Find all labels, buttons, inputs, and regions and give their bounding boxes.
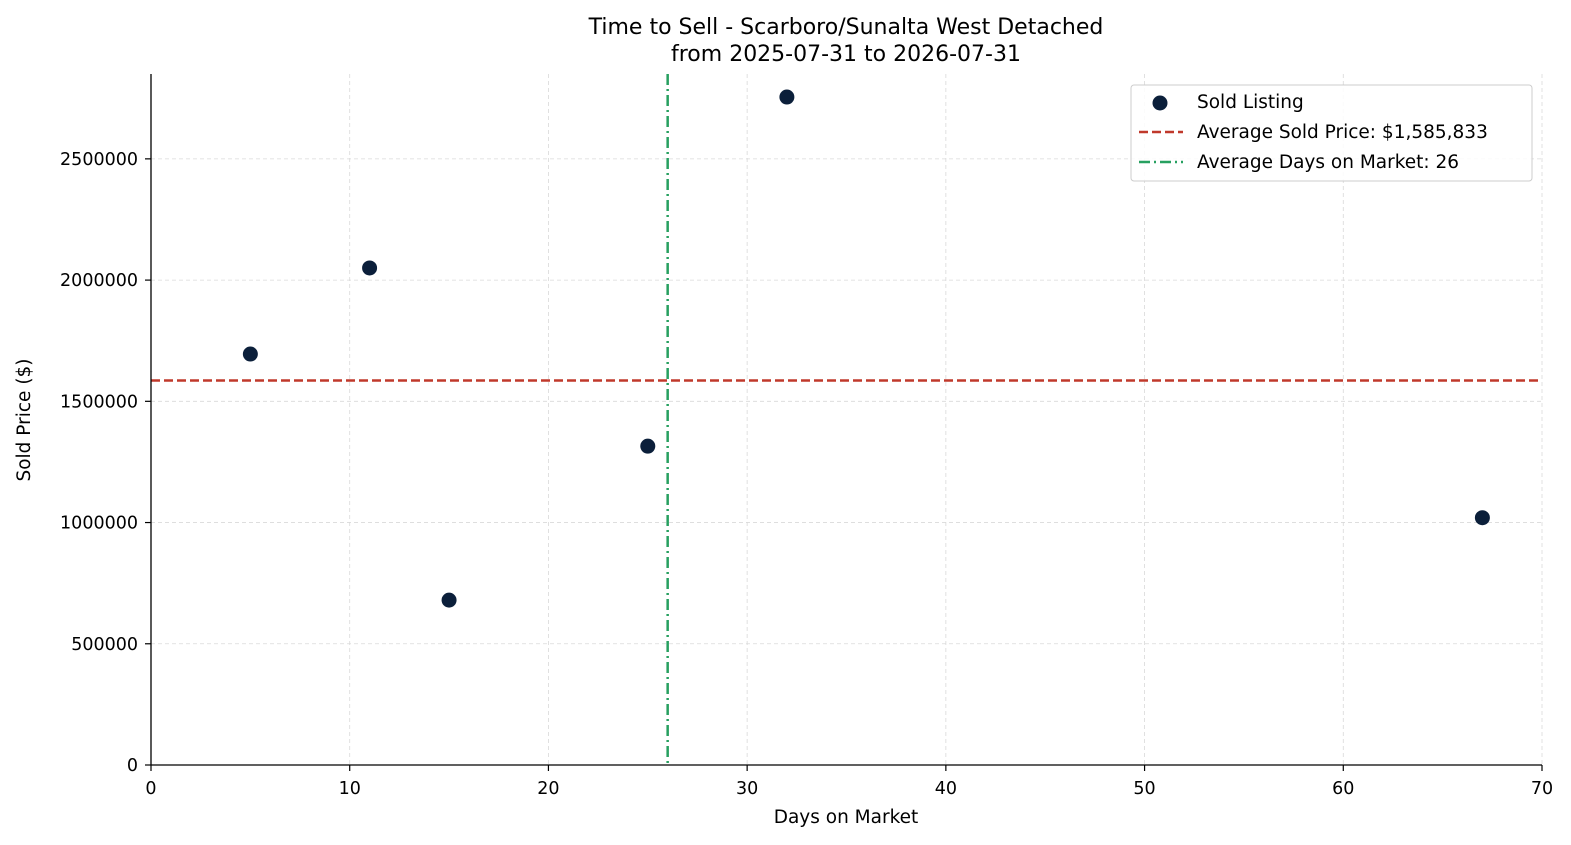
data-point-5: [779, 89, 795, 105]
data-point-3: [441, 592, 457, 608]
y-axis-label: Sold Price ($): [14, 358, 35, 481]
y-tick-label-500000: 500000: [71, 635, 138, 655]
legend-frame: [1130, 84, 1533, 182]
data-point-1: [242, 346, 258, 362]
y-tick-label-2500000: 2500000: [60, 150, 138, 170]
data-points: [242, 89, 1490, 608]
x-tick-label-50: 50: [1133, 779, 1155, 799]
y-axis-ticks: 0 500000 1000000 1500000 2000000 2500000: [60, 150, 151, 776]
axes: [150, 74, 1542, 766]
x-tick-label-20: 20: [537, 779, 559, 799]
data-point-2: [362, 260, 378, 276]
y-tick-label-2000000: 2000000: [60, 271, 138, 291]
legend: Sold Listing Average Sold Price: $1,585,…: [1130, 84, 1533, 182]
data-point-6: [1474, 510, 1490, 526]
chart-subtitle: from 2025-07-31 to 2026-07-31: [671, 42, 1021, 67]
y-tick-label-1500000: 1500000: [60, 392, 138, 412]
y-tick-label-1000000: 1000000: [60, 514, 138, 534]
x-tick-label-10: 10: [339, 779, 361, 799]
reference-lines: [151, 74, 1542, 765]
legend-marker-sold-listing: [1152, 95, 1168, 111]
x-tick-label-0: 0: [145, 779, 156, 799]
legend-label-average-days: Average Days on Market: 26: [1197, 152, 1459, 173]
x-tick-label-30: 30: [736, 779, 758, 799]
x-tick-label-40: 40: [935, 779, 957, 799]
x-tick-label-70: 70: [1531, 779, 1553, 799]
chart-title: Time to Sell - Scarboro/Sunalta West Det…: [588, 15, 1104, 40]
x-axis-label: Days on Market: [774, 807, 919, 828]
x-tick-label-60: 60: [1332, 779, 1354, 799]
legend-label-average-price: Average Sold Price: $1,585,833: [1197, 122, 1488, 143]
grid-lines: [151, 74, 1543, 765]
data-point-4: [640, 438, 656, 454]
y-tick-label-0: 0: [127, 756, 138, 776]
legend-label-sold-listing: Sold Listing: [1197, 92, 1304, 113]
x-axis-ticks: 0 10 20 30 40 50 60 70: [145, 765, 1553, 799]
